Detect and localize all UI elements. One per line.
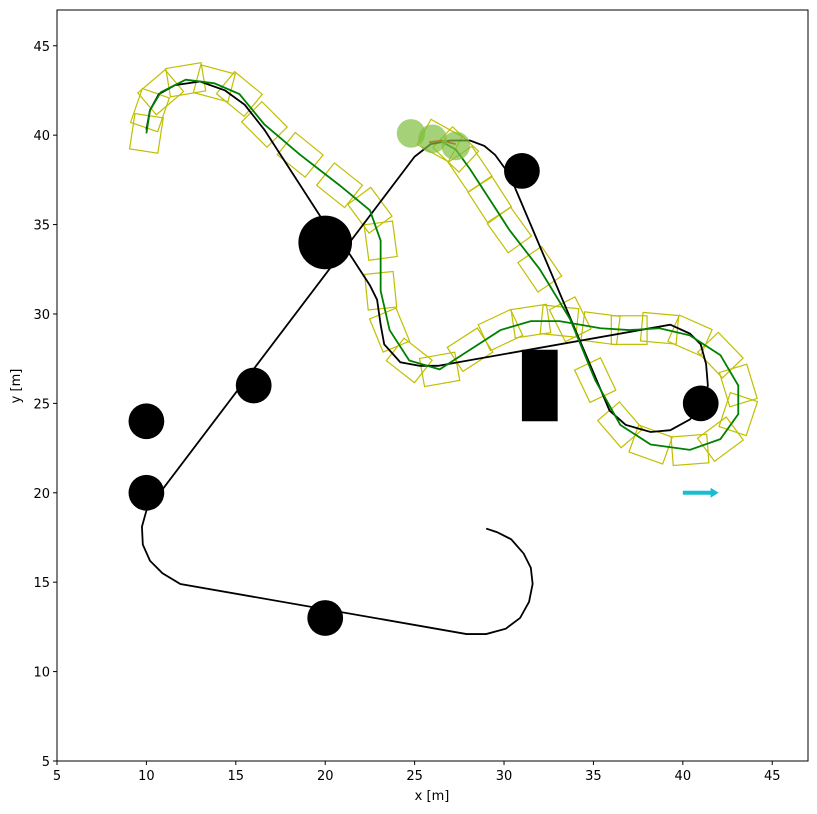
y-tick-label: 30 [33, 308, 50, 323]
footprint [240, 100, 289, 149]
plot-frame [56, 9, 809, 762]
obstacle [128, 474, 165, 511]
footprint [517, 245, 563, 293]
obstacle [128, 403, 165, 440]
x-tick-label: 20 [317, 769, 334, 784]
x-tick-label: 10 [138, 769, 155, 784]
y-tick-label: 40 [33, 129, 50, 144]
footprint [718, 391, 759, 437]
box-obstacle [521, 349, 558, 422]
footprint [215, 70, 264, 118]
y-tick-label: 35 [33, 219, 50, 234]
footprint [165, 61, 207, 98]
footprint [129, 87, 171, 133]
vehicle-disc [441, 131, 471, 161]
footprint [136, 68, 185, 116]
y-tick-label: 20 [33, 487, 50, 502]
footprint [368, 307, 411, 353]
y-tick-label: 10 [33, 666, 50, 681]
trajectory [141, 80, 709, 635]
footprint [477, 308, 524, 352]
footprint [418, 351, 461, 388]
vehicle-disc [396, 119, 426, 148]
obstacle [504, 153, 540, 189]
y-tick-label: 15 [33, 576, 50, 591]
x-tick-label: 40 [675, 769, 692, 784]
footprint [667, 314, 713, 357]
footprint [385, 337, 433, 384]
x-tick-label: 35 [585, 769, 602, 784]
y-tick-label: 5 [42, 755, 50, 770]
arrow [682, 487, 719, 498]
obstacle [307, 600, 344, 636]
footprint [192, 64, 237, 103]
x-tick-label: 5 [53, 769, 61, 784]
x-tick-label: 15 [228, 769, 245, 784]
footprint [363, 220, 398, 261]
footprint [696, 416, 745, 463]
footprint [718, 363, 758, 408]
trajectory [145, 78, 740, 451]
footprint [363, 270, 398, 311]
x-tick-label: 30 [496, 769, 513, 784]
y-axis-label: y [m] [9, 369, 24, 404]
x-tick-label: 25 [406, 769, 423, 784]
footprint [670, 433, 710, 467]
x-tick-label: 45 [764, 769, 781, 784]
footprint [596, 401, 644, 449]
y-tick-label: 45 [33, 40, 50, 55]
x-axis-label: x [m] [415, 789, 450, 804]
footprint [539, 304, 580, 338]
footprint [610, 315, 648, 345]
footprint [639, 311, 680, 345]
y-tick-label: 25 [33, 397, 50, 412]
obstacle [682, 385, 719, 422]
obstacle [235, 367, 272, 404]
footprint [510, 303, 552, 339]
vehicle-disc [418, 124, 447, 154]
